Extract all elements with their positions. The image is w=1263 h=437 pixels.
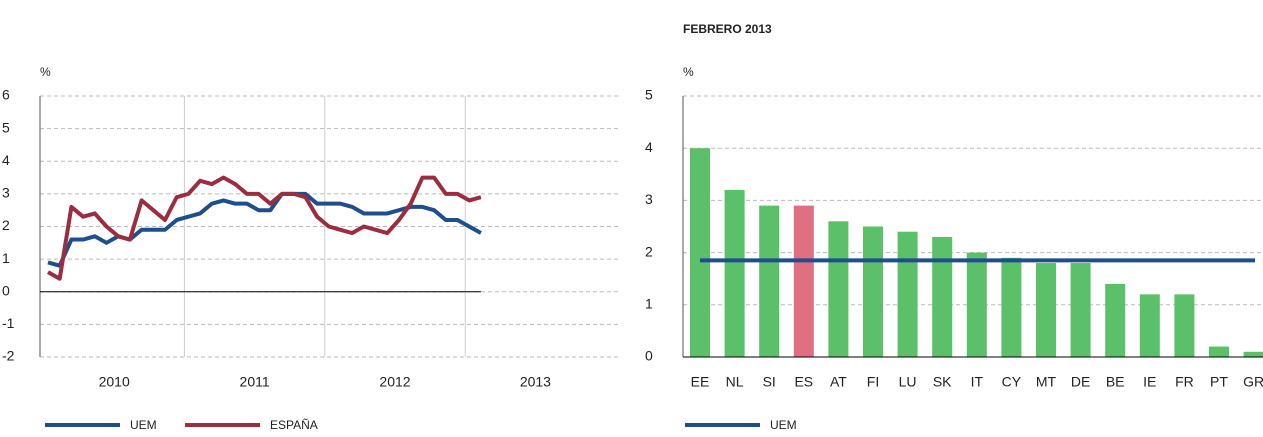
x-tick-label: AT (830, 374, 847, 390)
y-tick-label: -2 (2, 348, 15, 364)
line-series (47, 175, 482, 281)
legend-label: UEM (130, 418, 157, 432)
x-tick-label: LU (899, 374, 917, 390)
bar (1209, 346, 1229, 357)
y-tick-label: 2 (2, 217, 10, 233)
y-tick-label: 0 (645, 348, 653, 364)
x-tick-label: ES (794, 374, 813, 390)
y-tick-label: 6 (2, 87, 10, 103)
y-tick-label: -1 (2, 315, 15, 331)
x-tick-label: SI (763, 374, 776, 390)
bar (1036, 263, 1056, 357)
legend-label: UEM (770, 418, 797, 432)
y-tick-label: 4 (2, 152, 10, 168)
bar (828, 221, 849, 357)
bar (724, 189, 745, 357)
chart-title: FEBRERO 2013 (683, 22, 772, 36)
x-tick-label: MT (1036, 374, 1057, 390)
bar (1243, 351, 1263, 357)
x-tick-label: FR (1175, 374, 1194, 390)
bar (1105, 283, 1126, 357)
y-tick-label: 1 (645, 296, 653, 312)
y-tick-label: 3 (645, 191, 653, 207)
x-tick-label: SK (933, 374, 952, 390)
x-tick-label: IE (1143, 374, 1156, 390)
bar (966, 252, 987, 357)
bar (932, 236, 953, 357)
x-tick-label: CY (1002, 374, 1022, 390)
x-tick-label: NL (726, 374, 744, 390)
y-tick-label: 5 (645, 87, 653, 103)
y-axis-label: % (40, 65, 51, 79)
y-tick-label: 1 (2, 250, 10, 266)
bar (690, 148, 710, 357)
x-tick-label: DE (1071, 374, 1090, 390)
bar (897, 231, 918, 357)
y-tick-label: 0 (2, 282, 10, 298)
y-tick-label: 2 (645, 243, 653, 259)
legend-label: ESPAÑA (270, 418, 318, 432)
x-tick-label: FI (867, 374, 879, 390)
y-tick-label: 5 (2, 119, 10, 135)
y-tick-label: 3 (2, 185, 10, 201)
y-axis-label: % (683, 65, 694, 79)
bar (759, 205, 780, 357)
x-tick-label: EE (691, 374, 710, 390)
x-tick-label: BE (1106, 374, 1125, 390)
bar (1139, 294, 1160, 357)
x-tick-label: 2010 (99, 374, 130, 390)
bar (793, 205, 814, 357)
x-tick-label: 2012 (379, 374, 410, 390)
x-tick-label: PT (1210, 374, 1228, 390)
bar (1174, 294, 1195, 357)
bar (1070, 263, 1091, 357)
x-tick-label: 2013 (520, 374, 551, 390)
x-tick-label: GR (1243, 374, 1263, 390)
bar (863, 226, 883, 357)
x-tick-label: 2011 (240, 374, 270, 390)
bar (1001, 257, 1022, 357)
x-tick-label: IT (971, 374, 984, 390)
y-tick-label: 4 (645, 139, 653, 155)
